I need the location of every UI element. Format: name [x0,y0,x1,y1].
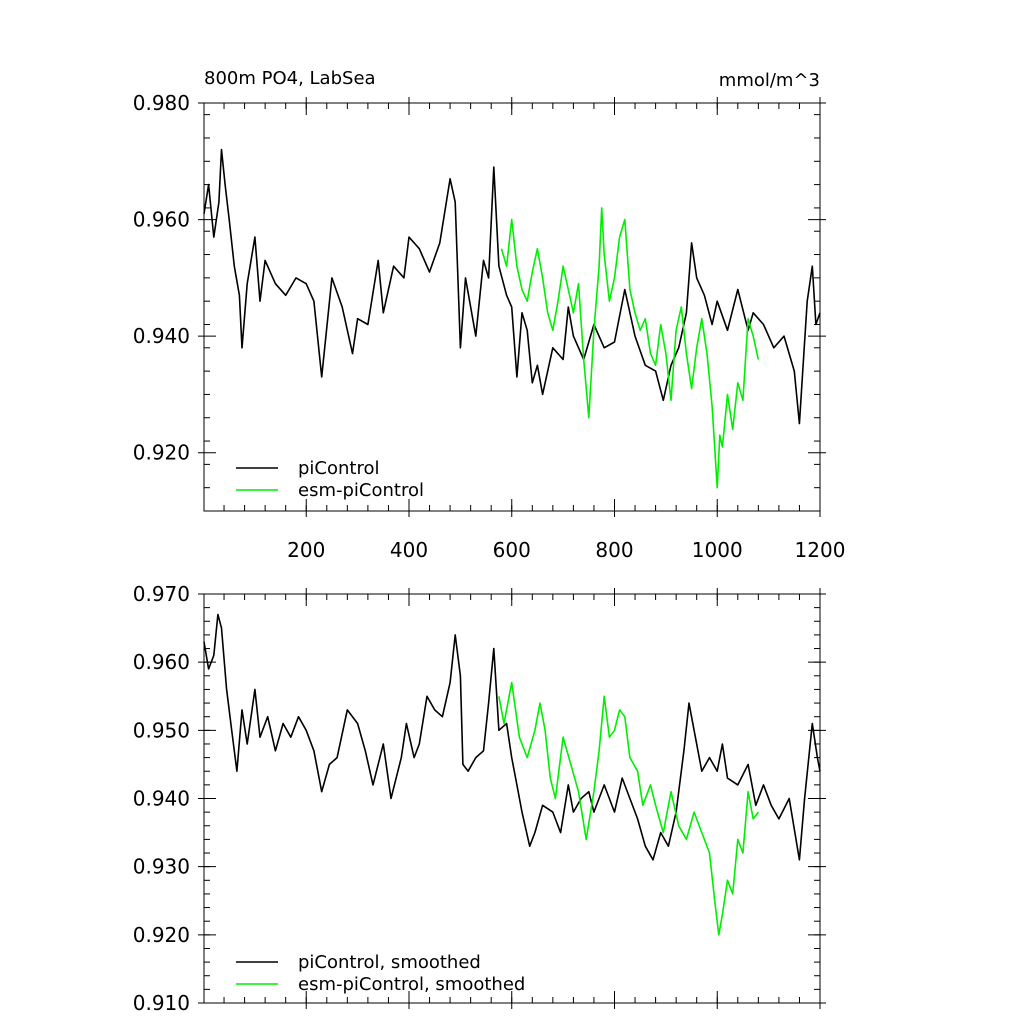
x-tick-label: 1200 [795,538,846,562]
top-series-line-picontrol [203,148,821,425]
bottom-x-ticks [223,588,821,1009]
bottom-series-line-picontrol [203,613,821,861]
y-tick-label: 0.950 [133,718,190,742]
bottom-series-group [203,613,821,936]
bottom-y-ticks: 0.910 0.920 0.930 0.940 0.950 0.960 0.970 [133,582,826,1015]
x-tick-label: 800 [595,538,633,562]
top-title: 800m PO4, LabSea [204,68,376,89]
y-tick-label: 0.930 [133,855,190,879]
top-y-ticks: 0.920 0.940 0.960 0.980 [133,91,826,512]
bottom-plot-frame [203,593,821,1004]
bottom-series-line-esm-picontrol [498,681,759,936]
bottom-panel: 0.910 0.920 0.930 0.940 0.950 0.960 0.970 piCo… [133,582,826,1015]
top-series-line-esm-picontrol [500,207,760,489]
y-tick-label: 0.970 [133,582,190,606]
legend-label-picontrol: piControl [298,458,380,479]
top-units: mmol/m^3 [719,70,820,91]
x-tick-label: 200 [287,538,325,562]
x-tick-label: 600 [493,538,531,562]
y-tick-label: 0.940 [133,787,190,811]
x-tick-label: 1000 [692,538,743,562]
y-tick-label: 0.960 [133,650,190,674]
top-series-group [203,148,821,489]
legend-label-esm-picontrol-smoothed: esm-piControl, smoothed [298,974,525,995]
x-tick-label: 400 [390,538,428,562]
y-tick-label: 0.980 [133,91,190,115]
bottom-legend: piControl, smoothed esm-piControl, smoot… [236,952,525,995]
y-tick-label: 0.960 [133,208,190,232]
top-panel: 800m PO4, LabSea mmol/m^3 0.920 0.940 0.96… [133,68,846,562]
y-tick-label: 0.920 [133,923,190,947]
legend-label-esm-picontrol: esm-piControl [298,480,424,501]
top-x-ticks: 200 400 600 800 1000 1200 [223,97,846,562]
y-tick-label: 0.920 [133,441,190,465]
top-legend: piControl esm-piControl [236,458,424,501]
y-tick-label: 0.940 [133,324,190,348]
legend-label-picontrol-smoothed: piControl, smoothed [298,952,481,973]
y-tick-label: 0.910 [133,991,190,1015]
